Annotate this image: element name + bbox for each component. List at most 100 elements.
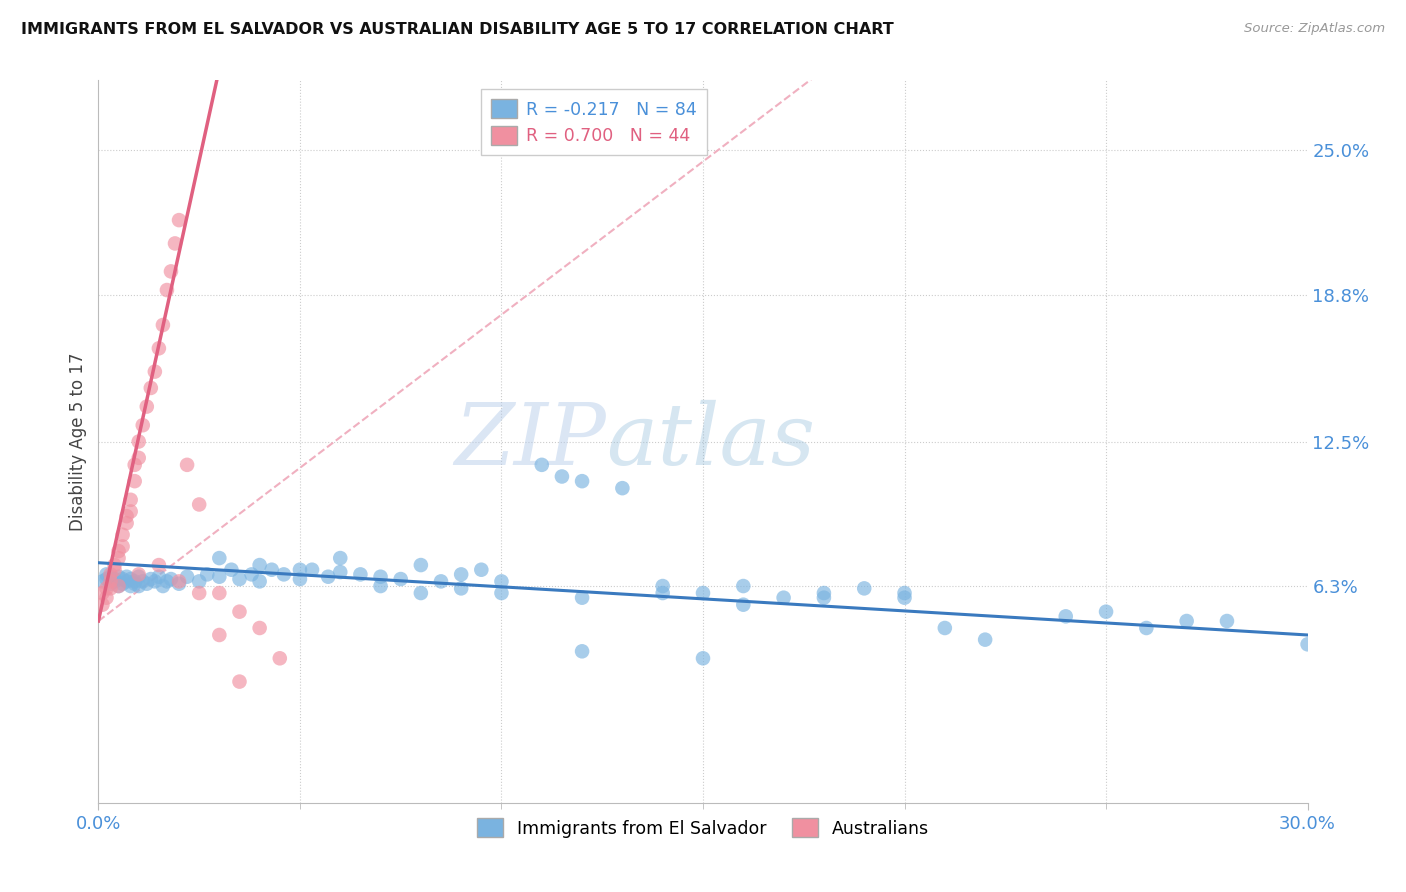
Point [450,567,472,582]
Point [91,574,114,589]
Point [111,576,134,591]
Text: Source: ZipAtlas.com: Source: ZipAtlas.com [1244,22,1385,36]
Point [107,579,129,593]
Point [491,586,513,600]
Point [115,574,138,589]
Point [195,567,218,582]
Point [160,572,183,586]
Point [288,572,311,586]
Point [115,516,138,530]
Point [96,591,118,605]
Point [111,528,134,542]
Point [120,504,142,518]
Point [853,582,876,596]
Text: atlas: atlas [606,401,815,483]
Point [152,318,174,332]
Point [156,574,179,589]
Point [148,570,170,584]
Point [103,563,125,577]
Point [139,572,162,586]
Point [167,576,190,591]
Point [160,264,183,278]
Point [733,598,755,612]
Point [132,574,155,589]
Point [934,621,956,635]
Point [143,574,166,589]
Point [188,574,211,589]
Point [430,574,453,589]
Point [491,574,513,589]
Point [96,572,118,586]
Point [100,576,122,591]
Point [893,591,915,605]
Point [100,582,122,596]
Point [111,572,134,586]
Point [128,450,150,465]
Point [96,582,118,596]
Point [167,213,190,227]
Point [115,570,138,584]
Point [273,567,295,582]
Point [111,540,134,554]
Point [269,651,291,665]
Point [1054,609,1077,624]
Point [692,651,714,665]
Point [103,572,125,586]
Point [1095,605,1118,619]
Point [551,469,574,483]
Point [329,551,352,566]
Point [100,574,122,589]
Point [156,283,179,297]
Point [120,572,142,586]
Point [1175,614,1198,628]
Point [249,621,271,635]
Point [228,605,250,619]
Point [612,481,634,495]
Point [409,558,432,572]
Point [651,586,673,600]
Point [240,567,263,582]
Point [692,586,714,600]
Point [100,570,122,584]
Point [813,586,835,600]
Point [409,586,432,600]
Point [103,558,125,572]
Point [893,586,915,600]
Point [91,586,114,600]
Point [107,551,129,566]
Point [124,458,146,472]
Point [974,632,997,647]
Point [124,474,146,488]
Point [249,558,271,572]
Point [208,628,231,642]
Point [1296,637,1319,651]
Point [470,563,492,577]
Point [733,579,755,593]
Point [249,574,271,589]
Point [152,579,174,593]
Point [176,458,198,472]
Point [128,434,150,449]
Point [96,567,118,582]
Point [167,574,190,589]
Point [301,563,323,577]
Point [103,574,125,589]
Point [813,591,835,605]
Point [571,474,593,488]
Point [132,418,155,433]
Point [139,381,162,395]
Point [208,551,231,566]
Point [100,567,122,582]
Point [135,576,157,591]
Point [163,236,186,251]
Point [188,498,211,512]
Point [128,579,150,593]
Point [107,579,129,593]
Point [124,576,146,591]
Point [288,563,311,577]
Point [128,570,150,584]
Text: IMMIGRANTS FROM EL SALVADOR VS AUSTRALIAN DISABILITY AGE 5 TO 17 CORRELATION CHA: IMMIGRANTS FROM EL SALVADOR VS AUSTRALIA… [21,22,894,37]
Point [571,644,593,658]
Point [120,579,142,593]
Point [1135,621,1157,635]
